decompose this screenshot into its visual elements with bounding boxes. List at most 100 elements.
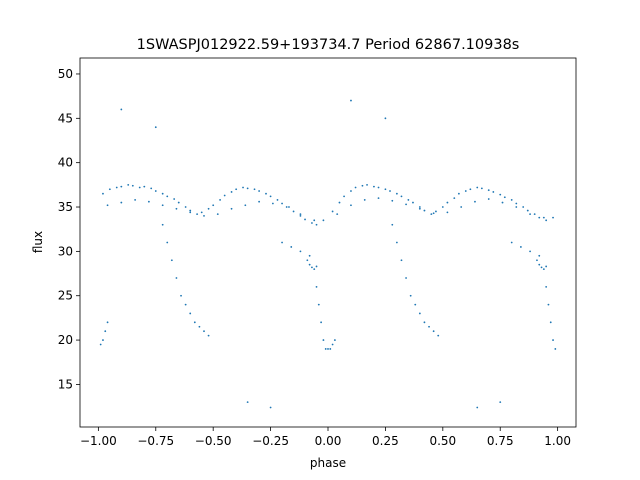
- data-point: [315, 223, 318, 226]
- data-point: [522, 206, 525, 208]
- data-point: [196, 213, 199, 216]
- data-point: [150, 187, 153, 190]
- data-point: [269, 406, 272, 409]
- data-point: [529, 213, 531, 216]
- data-point: [545, 265, 548, 268]
- data-point: [106, 204, 109, 207]
- data-point: [235, 188, 238, 191]
- data-point: [405, 277, 407, 279]
- data-point: [147, 200, 150, 203]
- data-point: [501, 201, 504, 204]
- data-point: [503, 196, 506, 199]
- data-point: [391, 199, 394, 202]
- data-point: [281, 202, 283, 205]
- data-point: [230, 207, 233, 210]
- data-point: [154, 126, 157, 129]
- data-point: [166, 241, 169, 244]
- data-point: [131, 184, 134, 187]
- data-point: [311, 266, 313, 269]
- data-point: [529, 250, 531, 253]
- data-point: [437, 334, 440, 337]
- x-axis-label: phase: [310, 456, 346, 470]
- data-point: [538, 216, 541, 219]
- data-point: [99, 343, 102, 346]
- y-tick-label: 50: [58, 67, 73, 81]
- data-point: [104, 330, 107, 333]
- data-point: [476, 186, 479, 189]
- data-point: [418, 312, 421, 315]
- data-point: [230, 191, 233, 193]
- data-point: [108, 188, 111, 191]
- data-point: [545, 219, 548, 222]
- data-point: [308, 254, 311, 257]
- y-tick-label: 40: [58, 156, 73, 170]
- data-point: [418, 206, 421, 208]
- data-point: [180, 294, 182, 297]
- data-point: [460, 206, 463, 208]
- data-point: [432, 330, 435, 333]
- data-point: [189, 209, 192, 212]
- y-tick-label: 25: [58, 289, 73, 303]
- y-axis-label: flux: [31, 231, 45, 253]
- data-point: [299, 214, 302, 217]
- data-point: [161, 223, 164, 226]
- data-point: [304, 218, 306, 221]
- data-point: [276, 199, 279, 201]
- x-tick-label: 0.00: [315, 434, 342, 448]
- data-point: [554, 348, 557, 350]
- data-point: [435, 210, 437, 213]
- data-point: [258, 200, 261, 203]
- data-point: [331, 343, 334, 346]
- chart-title: 1SWASPJ012922.59+193734.7 Period 62867.1…: [137, 37, 520, 53]
- data-point: [354, 186, 357, 189]
- data-point: [306, 259, 309, 262]
- data-point: [175, 277, 178, 279]
- data-point: [526, 209, 529, 212]
- data-point: [423, 321, 426, 324]
- data-point: [246, 187, 249, 190]
- data-point: [480, 187, 483, 190]
- data-point: [115, 186, 118, 189]
- data-point: [361, 184, 364, 187]
- data-point: [474, 200, 476, 203]
- data-point: [377, 186, 380, 189]
- data-point: [395, 192, 398, 195]
- data-point: [173, 198, 176, 200]
- data-point: [542, 216, 545, 219]
- data-point: [446, 211, 449, 214]
- data-point: [384, 188, 387, 191]
- data-point: [177, 201, 180, 204]
- data-point: [127, 183, 130, 186]
- data-point: [515, 206, 518, 208]
- y-tick-label: 20: [58, 333, 73, 347]
- data-point: [299, 213, 302, 216]
- data-point: [120, 185, 123, 188]
- data-point: [552, 339, 554, 341]
- data-point: [288, 206, 290, 208]
- data-point: [464, 190, 467, 192]
- data-point: [175, 207, 178, 210]
- x-tick-label: 0.50: [429, 434, 456, 448]
- data-point: [428, 325, 430, 328]
- x-tick-label: −0.25: [252, 434, 289, 448]
- data-point: [317, 303, 320, 306]
- data-point: [189, 211, 192, 214]
- data-point: [391, 223, 394, 226]
- data-point: [292, 210, 295, 213]
- data-point: [487, 189, 490, 192]
- data-point: [315, 265, 318, 268]
- data-point: [207, 334, 210, 337]
- data-point: [102, 192, 104, 195]
- data-point: [271, 202, 274, 205]
- data-point: [400, 259, 403, 262]
- data-point: [407, 199, 410, 201]
- data-point: [453, 197, 456, 200]
- data-point: [469, 188, 472, 191]
- x-tick-label: −0.75: [137, 434, 174, 448]
- data-point: [253, 188, 256, 191]
- data-point: [246, 401, 249, 404]
- data-point: [487, 198, 490, 200]
- data-point: [409, 294, 412, 297]
